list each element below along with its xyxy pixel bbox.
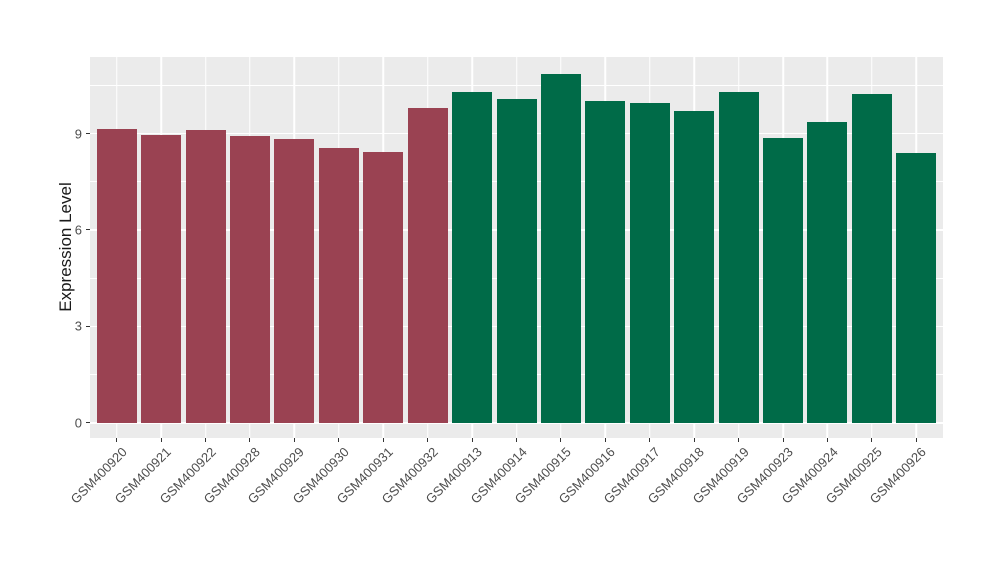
y-tick-mark <box>86 325 90 327</box>
bar-GSM400930 <box>318 148 359 423</box>
bar-GSM400914 <box>496 99 537 423</box>
bar-GSM400917 <box>629 102 670 423</box>
bar-GSM400921 <box>141 135 182 423</box>
x-tick-mark <box>516 438 517 442</box>
bar-GSM400926 <box>896 152 937 423</box>
x-tick-mark <box>116 438 118 442</box>
x-tick-mark <box>738 438 740 442</box>
bar-GSM400920 <box>96 128 137 423</box>
x-tick-mark <box>471 438 473 442</box>
bar-GSM400918 <box>674 111 715 423</box>
bar-GSM400929 <box>274 138 315 423</box>
x-tick-mark <box>871 438 873 442</box>
y-tick-mark <box>86 229 90 231</box>
bar-GSM400931 <box>363 152 404 423</box>
y-tick-label: 9 <box>74 126 82 142</box>
bar-GSM400928 <box>229 136 270 423</box>
bar-GSM400919 <box>718 92 759 423</box>
x-tick-mark <box>293 438 295 442</box>
bar-GSM400916 <box>585 101 626 423</box>
bar-GSM400923 <box>763 138 804 423</box>
x-tick-mark <box>604 438 606 442</box>
y-tick-label: 0 <box>74 415 82 431</box>
y-tick-label: 3 <box>74 318 82 334</box>
y-tick-label: 6 <box>74 222 82 238</box>
x-tick-mark <box>338 438 340 442</box>
bar-GSM400913 <box>452 91 493 423</box>
x-tick-mark <box>427 438 429 442</box>
chart-panel <box>90 57 943 438</box>
x-tick-mark <box>160 438 162 442</box>
x-tick-mark <box>382 438 384 442</box>
bar-GSM400922 <box>185 130 226 423</box>
bar-GSM400915 <box>540 74 581 423</box>
bar-GSM400932 <box>407 107 448 423</box>
x-tick-mark <box>249 438 251 442</box>
x-tick-mark <box>915 438 917 442</box>
x-tick-mark <box>560 438 562 442</box>
x-tick-mark <box>693 438 695 442</box>
x-tick-mark <box>782 438 784 442</box>
x-tick-mark <box>826 438 828 442</box>
x-tick-mark <box>649 438 651 442</box>
bar-GSM400924 <box>807 122 848 423</box>
y-tick-mark <box>86 422 90 424</box>
x-tick-mark <box>205 438 206 442</box>
y-tick-mark <box>86 133 90 135</box>
y-axis-title: Expression Level <box>56 182 75 312</box>
bar-GSM400925 <box>851 93 892 423</box>
